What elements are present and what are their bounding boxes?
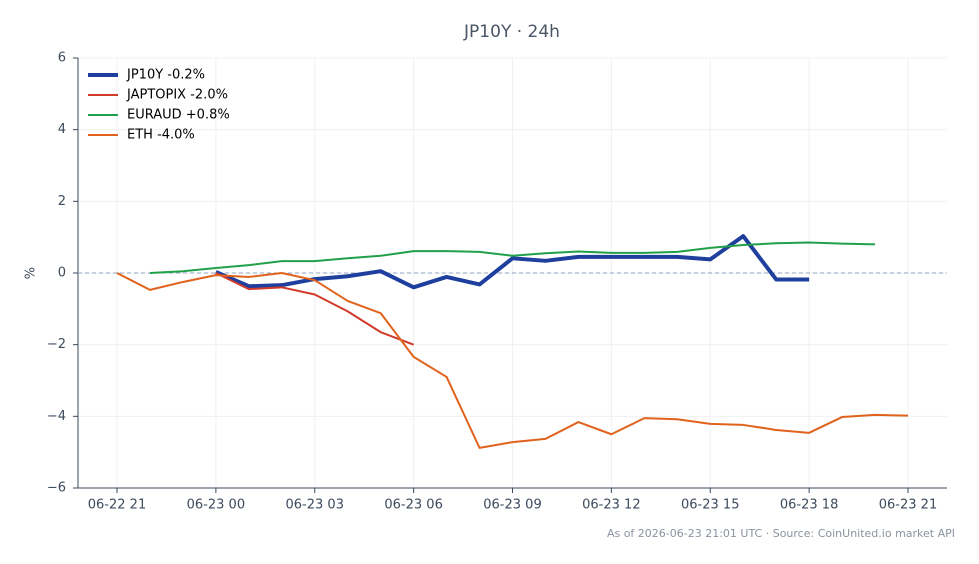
x-tick-label: 06-22 21 [88, 498, 146, 513]
series-line [215, 272, 414, 346]
y-tick-label: −4 [47, 409, 66, 424]
x-tick-label: 06-23 00 [187, 498, 245, 513]
series-line [215, 234, 810, 290]
legend-label: JAPTOPIX -2.0% [126, 88, 228, 103]
y-tick-label: 4 [58, 122, 66, 137]
legend-label: EURAUD +0.8% [127, 108, 230, 123]
x-tick-label: 06-23 03 [286, 498, 344, 513]
x-tick-label: 06-23 15 [681, 498, 739, 513]
y-tick-label: 6 [58, 51, 66, 66]
chart-title: JP10Y · 24h [463, 22, 560, 42]
x-tick-label: 06-23 12 [582, 498, 640, 513]
y-tick-label: −6 [47, 481, 66, 496]
y-axis-label: % [24, 267, 39, 279]
y-tick-label: −2 [47, 337, 66, 352]
x-tick-label: 06-23 09 [483, 498, 541, 513]
series-line [116, 272, 909, 449]
y-tick-label: 2 [58, 194, 66, 209]
y-tick-label: 0 [58, 266, 66, 281]
footer: As of 2026-06-23 21:01 UTC · Source: Coi… [607, 527, 955, 540]
x-tick-label: 06-23 21 [879, 498, 937, 513]
legend-label: ETH -4.0% [127, 128, 195, 143]
x-tick-label: 06-23 18 [780, 498, 838, 513]
legend: JP10Y -0.2% JAPTOPIX -2.0% EURAUD +0.8% ETH… [88, 68, 230, 143]
series-line [149, 241, 876, 274]
legend-label: JP10Y -0.2% [126, 68, 205, 83]
x-tick-label: 06-23 06 [384, 498, 442, 513]
